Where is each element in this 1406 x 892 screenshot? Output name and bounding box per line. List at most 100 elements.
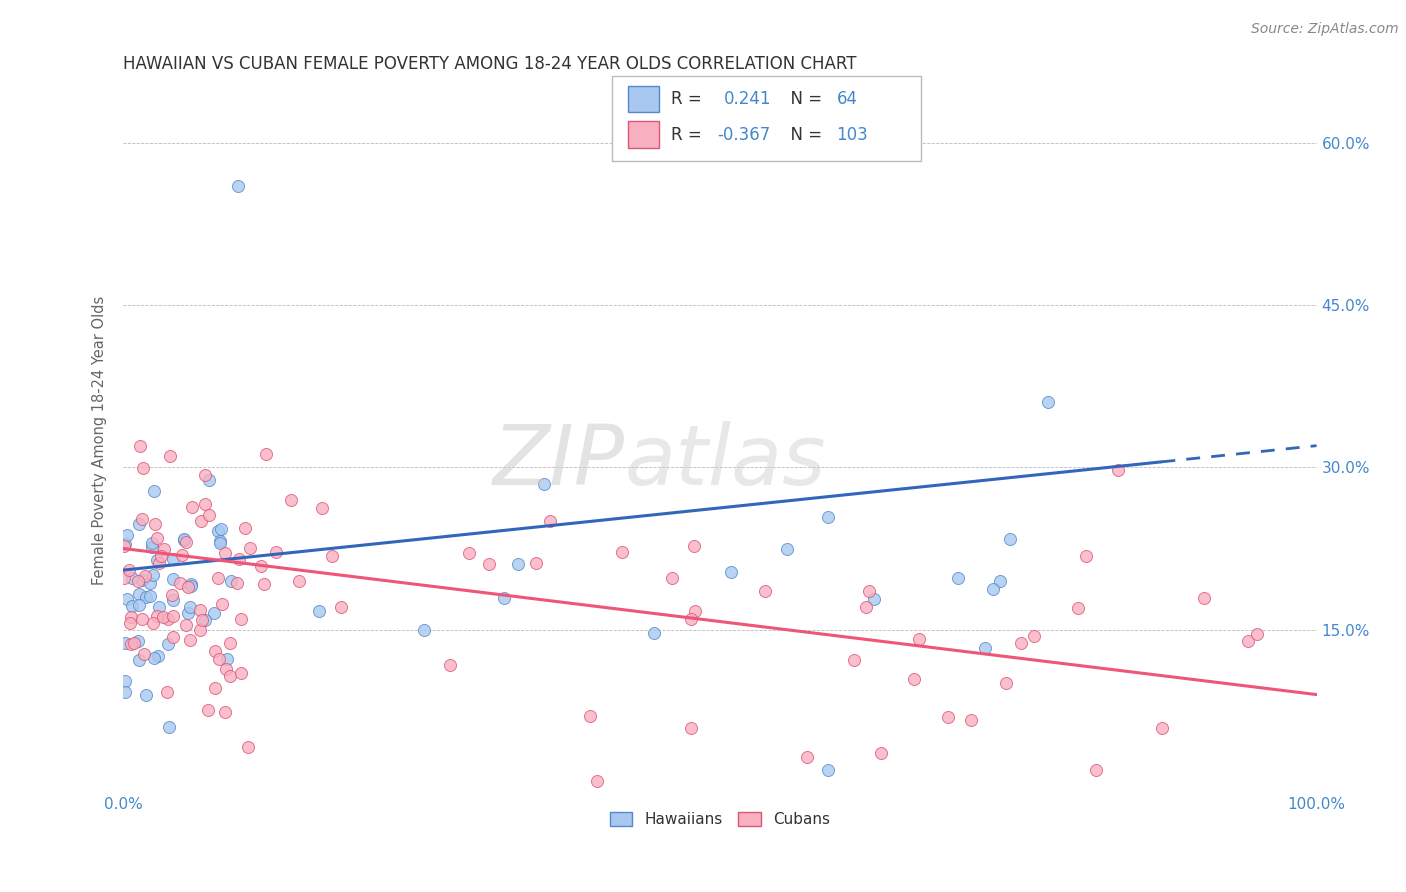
Point — [146, 649, 169, 664]
Point — [685, 604, 707, 618]
Point — [218, 636, 240, 650]
Text: N =: N = — [780, 90, 832, 108]
Point — [585, 774, 607, 789]
Point — [115, 528, 138, 542]
Point — [146, 531, 169, 545]
Point — [118, 563, 141, 577]
Point — [720, 565, 742, 579]
Point — [150, 549, 173, 563]
Text: atlas: atlas — [624, 421, 827, 502]
Point — [214, 547, 236, 561]
Point — [114, 537, 136, 551]
Point — [211, 597, 233, 611]
Point — [754, 583, 776, 598]
Text: 103: 103 — [837, 126, 869, 144]
Point — [127, 634, 149, 648]
Text: 0.241: 0.241 — [724, 90, 772, 108]
Point — [494, 591, 516, 605]
Point — [162, 552, 184, 566]
Point — [188, 603, 211, 617]
Point — [679, 612, 702, 626]
Point — [988, 574, 1011, 588]
Text: -0.367: -0.367 — [717, 126, 770, 144]
Point — [128, 598, 150, 612]
Point — [254, 448, 277, 462]
Point — [194, 613, 217, 627]
Point — [142, 616, 165, 631]
Point — [148, 599, 170, 614]
Point — [817, 510, 839, 524]
Point — [948, 571, 970, 585]
Point — [960, 713, 983, 727]
Point — [114, 673, 136, 688]
Point — [112, 571, 135, 585]
Point — [128, 587, 150, 601]
Point — [995, 676, 1018, 690]
Point — [190, 514, 212, 528]
Point — [172, 548, 194, 562]
Point — [198, 473, 221, 487]
Point — [197, 703, 219, 717]
Point — [159, 449, 181, 463]
Point — [217, 652, 239, 666]
Point — [579, 709, 602, 723]
Text: HAWAIIAN VS CUBAN FEMALE POVERTY AMONG 18-24 YEAR OLDS CORRELATION CHART: HAWAIIAN VS CUBAN FEMALE POVERTY AMONG 1… — [124, 55, 856, 73]
Point — [162, 593, 184, 607]
Point — [870, 747, 893, 761]
Point — [526, 556, 548, 570]
Point — [209, 522, 232, 536]
Point — [188, 623, 211, 637]
Point — [208, 535, 231, 549]
Point — [903, 672, 925, 686]
Point — [1150, 721, 1173, 735]
Point — [142, 567, 165, 582]
Point — [177, 580, 200, 594]
Point — [121, 599, 143, 614]
Point — [122, 636, 145, 650]
Point — [131, 512, 153, 526]
Text: Source: ZipAtlas.com: Source: ZipAtlas.com — [1251, 22, 1399, 37]
Point — [204, 681, 226, 696]
Point — [981, 582, 1004, 596]
Point — [855, 599, 877, 614]
Point — [139, 589, 162, 603]
Point — [156, 685, 179, 699]
Point — [191, 613, 214, 627]
Point — [112, 539, 135, 553]
Text: R =: R = — [671, 90, 711, 108]
Point — [1194, 591, 1216, 606]
Point — [173, 533, 195, 548]
Point — [533, 477, 555, 491]
Point — [610, 545, 633, 559]
Point — [215, 662, 238, 676]
Point — [321, 549, 343, 563]
Point — [148, 557, 170, 571]
Point — [179, 600, 201, 615]
Point — [228, 551, 250, 566]
Point — [120, 610, 142, 624]
Point — [194, 468, 217, 483]
Point — [131, 573, 153, 587]
Point — [132, 647, 155, 661]
Point — [132, 460, 155, 475]
Point — [1022, 629, 1045, 643]
Point — [153, 541, 176, 556]
Point — [863, 592, 886, 607]
Point — [128, 653, 150, 667]
Point — [145, 608, 167, 623]
Point — [226, 178, 249, 193]
Legend: Hawaiians, Cubans: Hawaiians, Cubans — [603, 806, 837, 833]
Point — [229, 666, 252, 681]
Point — [508, 558, 530, 572]
Point — [413, 623, 436, 637]
Point — [796, 750, 818, 764]
Point — [776, 542, 799, 557]
Point — [179, 632, 201, 647]
Point — [131, 612, 153, 626]
Point — [114, 636, 136, 650]
Point — [169, 576, 191, 591]
Point — [152, 610, 174, 624]
Point — [1107, 462, 1129, 476]
Point — [143, 516, 166, 531]
Point — [679, 721, 702, 735]
